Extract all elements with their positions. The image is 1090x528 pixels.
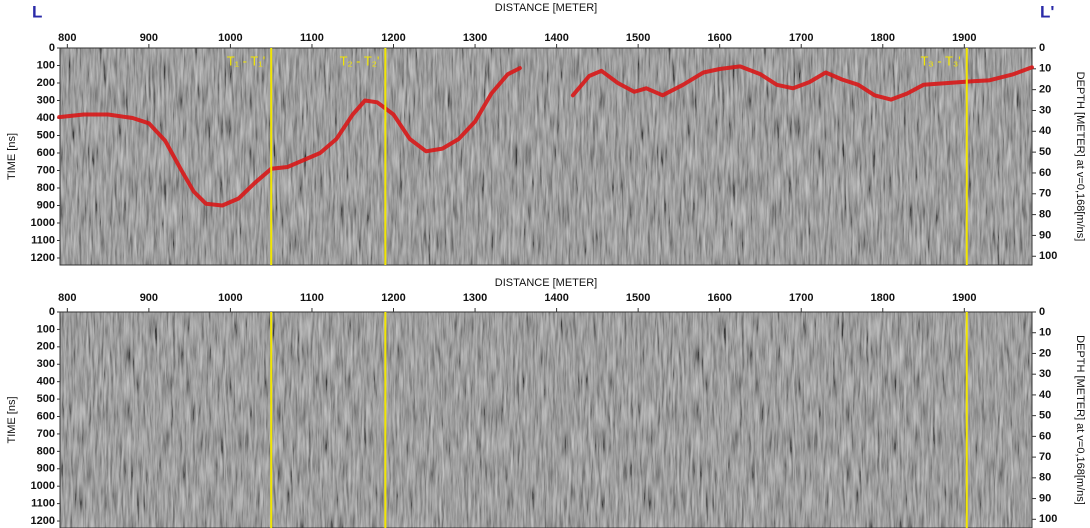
y2-tick-label: 90 xyxy=(1039,229,1051,241)
y-tick-label: 200 xyxy=(37,341,55,353)
x-tick-label: 900 xyxy=(140,292,158,304)
plot-frame xyxy=(59,47,1033,266)
x-axis-title: DISTANCE [METER] xyxy=(495,2,597,14)
y-tick-label: 1100 xyxy=(31,498,55,510)
y2-axis-title: DEPTH [METER] at v=0,168[m/ns] xyxy=(1074,72,1086,242)
y-tick-label: 800 xyxy=(37,182,55,194)
y2-tick-label: 60 xyxy=(1039,167,1051,179)
x-tick-label: 1900 xyxy=(952,292,976,304)
x-tick-label: 1700 xyxy=(789,292,813,304)
x-tick-label: 1800 xyxy=(871,292,895,304)
x-tick-label: 1400 xyxy=(544,32,568,44)
x-tick-label: 1400 xyxy=(544,292,568,304)
y2-tick-label: 0 xyxy=(1039,42,1045,54)
y-tick-label: 500 xyxy=(37,129,55,141)
x-tick-label: 1000 xyxy=(218,32,242,44)
x-tick-label: 1600 xyxy=(707,32,731,44)
y-tick-label: 700 xyxy=(37,428,55,440)
y2-tick-label: 60 xyxy=(1039,430,1051,442)
y-tick-label: 400 xyxy=(37,376,55,388)
x-tick-label: 1500 xyxy=(626,32,650,44)
y2-tick-label: 30 xyxy=(1039,104,1051,116)
y-tick-label: 400 xyxy=(37,112,55,124)
radargram-texture xyxy=(60,312,1032,528)
x-tick-label: 900 xyxy=(140,32,158,44)
x-tick-label: 1700 xyxy=(789,32,813,44)
y2-tick-label: 100 xyxy=(1039,513,1057,525)
y-tick-label: 100 xyxy=(37,323,55,335)
y2-tick-label: 90 xyxy=(1039,492,1051,504)
x-tick-label: 1100 xyxy=(300,32,324,44)
y2-tick-label: 80 xyxy=(1039,472,1051,484)
y2-tick-label: 0 xyxy=(1039,306,1045,318)
y-tick-label: 700 xyxy=(37,164,55,176)
x-tick-label: 1100 xyxy=(300,292,324,304)
x-tick-label: 1900 xyxy=(952,32,976,44)
y-tick-label: 900 xyxy=(37,199,55,211)
x-tick-label: 800 xyxy=(58,292,76,304)
x-tick-label: 1600 xyxy=(707,292,731,304)
y-tick-label: 600 xyxy=(37,147,55,159)
x-tick-label: 1800 xyxy=(871,32,895,44)
y2-tick-label: 70 xyxy=(1039,451,1051,463)
y-tick-label: 500 xyxy=(37,393,55,405)
x-tick-label: 1300 xyxy=(463,292,487,304)
picked-horizon xyxy=(57,64,1034,208)
y-tick-label: 800 xyxy=(37,445,55,457)
y-tick-label: 0 xyxy=(49,306,55,318)
y-tick-label: 300 xyxy=(37,358,55,370)
y-tick-label: 600 xyxy=(37,410,55,422)
y-tick-label: 1000 xyxy=(31,480,55,492)
section-label: T₂ - T₂' xyxy=(340,53,380,68)
y-tick-label: 1100 xyxy=(31,234,55,246)
x-tick-label: 1300 xyxy=(463,32,487,44)
x-axis-title: DISTANCE [METER] xyxy=(495,277,597,289)
x-tick-label: 1000 xyxy=(218,292,242,304)
y-tick-label: 0 xyxy=(49,42,55,54)
y-tick-label: 300 xyxy=(37,94,55,106)
y2-tick-label: 70 xyxy=(1039,188,1051,200)
y2-tick-label: 10 xyxy=(1039,63,1051,75)
y2-tick-label: 80 xyxy=(1039,209,1051,221)
y-tick-label: 1200 xyxy=(31,515,55,527)
y-tick-label: 200 xyxy=(37,77,55,89)
y2-tick-label: 40 xyxy=(1039,125,1051,137)
radargram-texture xyxy=(60,48,1032,265)
section-label: T₁ - T₁' xyxy=(227,53,265,68)
plot-frame xyxy=(59,311,1033,528)
x-tick-label: 800 xyxy=(58,32,76,44)
y-tick-label: 900 xyxy=(37,463,55,475)
y-tick-label: 1000 xyxy=(31,217,55,229)
y2-tick-label: 40 xyxy=(1039,389,1051,401)
y2-tick-label: 50 xyxy=(1039,146,1051,158)
section-label: T₃ - T₃' xyxy=(920,53,960,68)
y-tick-label: 100 xyxy=(37,59,55,71)
x-tick-label: 1500 xyxy=(626,292,650,304)
y2-tick-label: 100 xyxy=(1039,250,1057,262)
x-tick-label: 1200 xyxy=(381,292,405,304)
y2-tick-label: 50 xyxy=(1039,410,1051,422)
y-tick-label: 1200 xyxy=(31,252,55,264)
profile-start: L xyxy=(32,2,42,21)
y2-tick-label: 20 xyxy=(1039,84,1051,96)
y-axis-title: TIME [ns] xyxy=(6,396,18,443)
y2-tick-label: 30 xyxy=(1039,368,1051,380)
y2-tick-label: 10 xyxy=(1039,327,1051,339)
y2-tick-label: 20 xyxy=(1039,347,1051,359)
y-axis-title: TIME [ns] xyxy=(6,133,18,180)
x-tick-label: 1200 xyxy=(381,32,405,44)
profile-end: L' xyxy=(1040,2,1054,21)
y2-axis-title: DEPTH [METER] at v=0,168[m/ns] xyxy=(1074,335,1086,505)
